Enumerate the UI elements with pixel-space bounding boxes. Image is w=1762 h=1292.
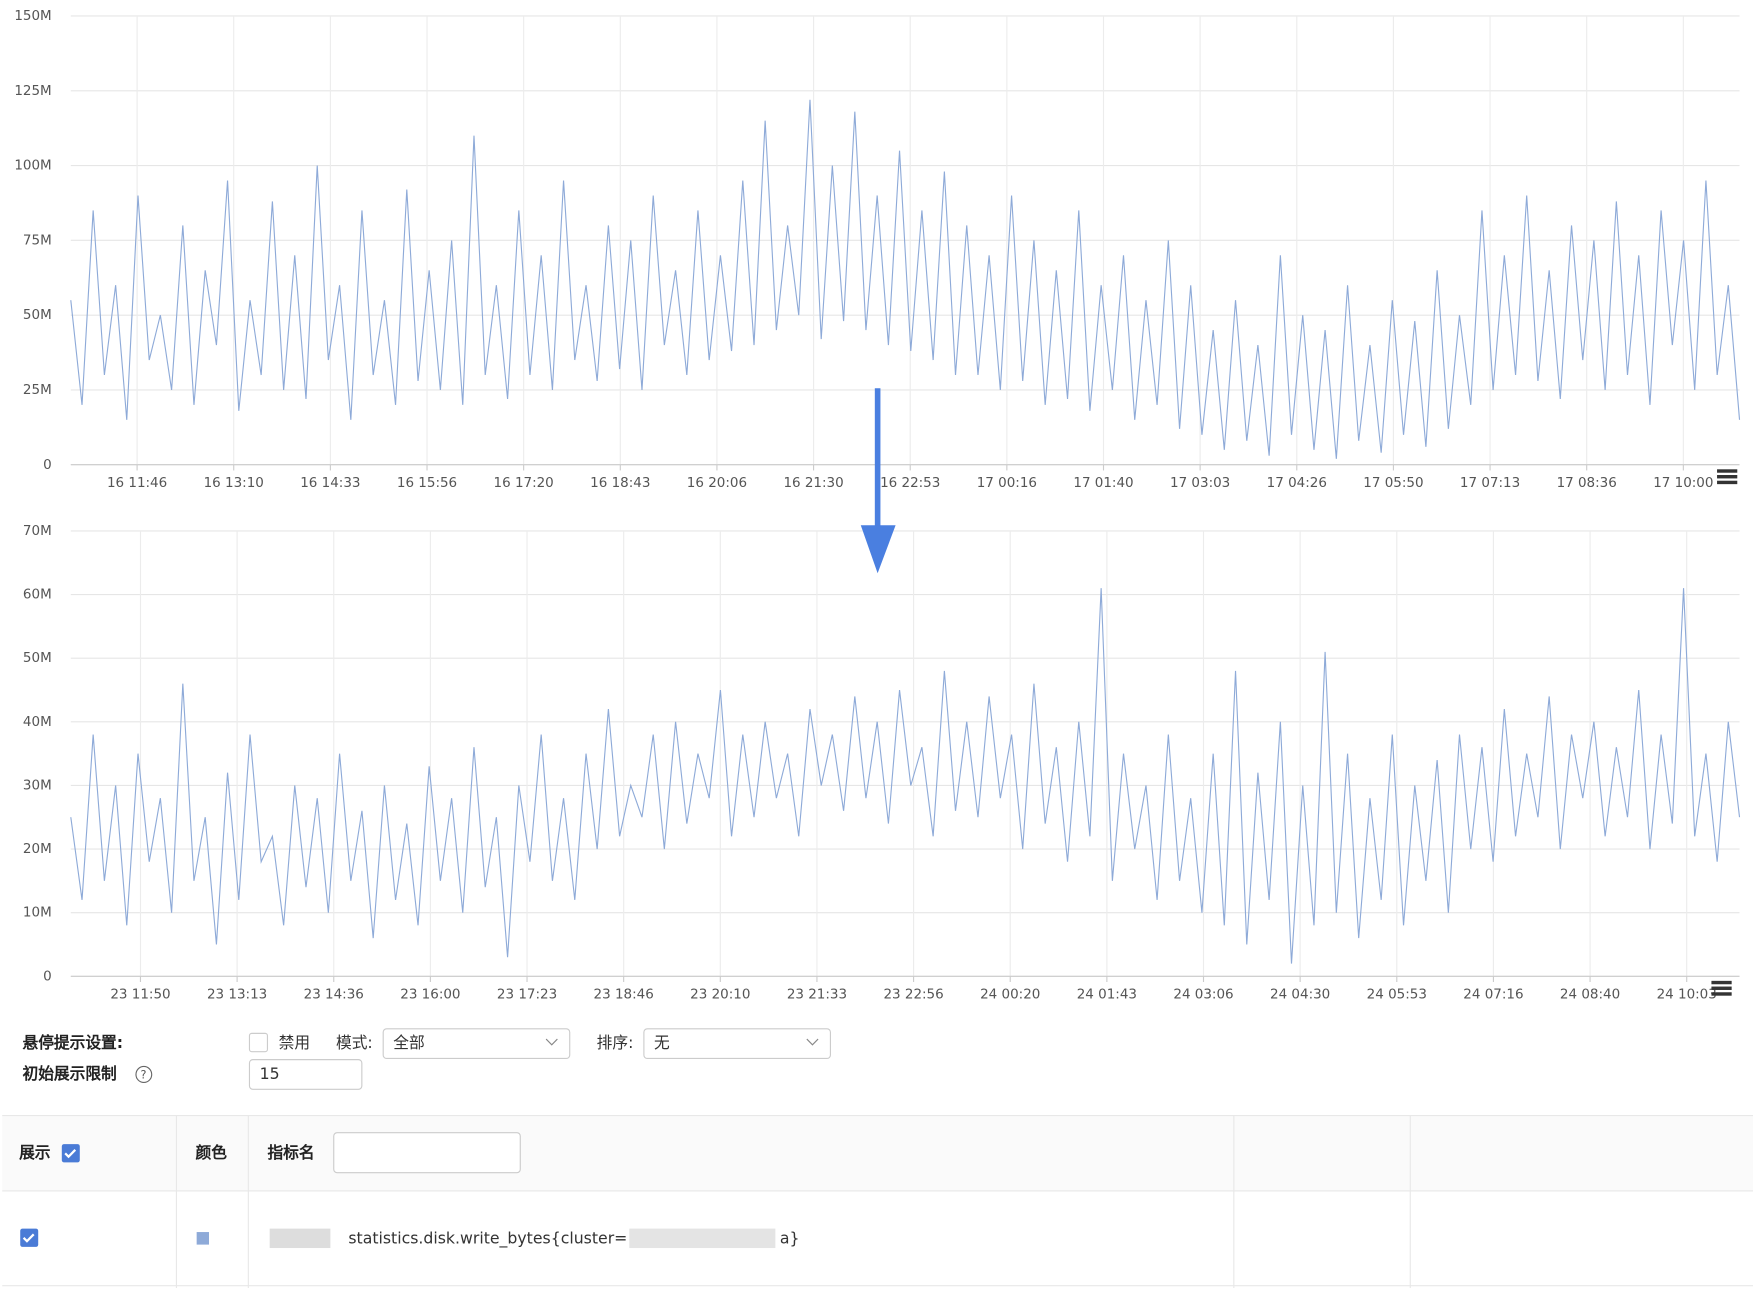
hover-label: 悬停提示设置: (21, 1033, 123, 1052)
menu-icon[interactable] (1717, 469, 1738, 485)
metric-name: statistics.disk.write_bytes{cluster= (348, 1228, 627, 1248)
charts: 0 25M 50M 75M 100M 125M 150M 16 11:46 16 13:10 16… (14, 8, 1741, 1003)
x-tick-label: 23 17:23 (497, 986, 557, 1002)
chevron (545, 1038, 558, 1046)
x-tick-label: 23 22:56 (883, 986, 943, 1002)
x-tick-label: 16 20:06 (687, 475, 747, 491)
y-tick-label: 40M (23, 714, 52, 730)
x-tick-label: 17 07:13 (1460, 475, 1520, 491)
table-header (2, 1115, 1754, 1191)
chevron (806, 1038, 819, 1046)
y-tick-label: 75M (23, 232, 52, 248)
help-icon[interactable] (135, 1065, 153, 1084)
x-tick-label: 16 22:53 (880, 475, 940, 491)
x-tick-label: 17 00:16 (977, 475, 1037, 491)
x-tick-label: 24 03:06 (1173, 986, 1233, 1002)
color-swatch (196, 1232, 210, 1245)
x-tick-label: 24 05:53 (1367, 986, 1427, 1002)
x-tick-label: 24 00:20 (980, 986, 1040, 1002)
x-tick-label: 23 14:36 (304, 986, 364, 1002)
y-tick-label: 150M (14, 8, 51, 24)
y-tick-label: 30M (23, 777, 52, 793)
header-color: 颜色 (196, 1143, 228, 1162)
x-tick-label: 16 21:30 (783, 475, 843, 491)
y-tick-label: 60M (23, 587, 52, 603)
x-tick-label: 24 04:30 (1270, 986, 1330, 1002)
blurred (629, 1228, 776, 1249)
header-show: 展示 (19, 1143, 51, 1162)
x-tick-label: 17 04:26 (1267, 475, 1327, 491)
y-tick-label: 125M (14, 83, 51, 99)
x-tick-label: 16 13:10 (204, 475, 264, 491)
check (22, 1233, 35, 1243)
x-tick-label: 16 18:43 (590, 475, 650, 491)
x-tick-label: 16 15:56 (397, 475, 457, 491)
limit-label: 初始展示限制 (22, 1064, 116, 1083)
x-tick-label: 24 10:03 (1657, 986, 1717, 1002)
menu-icon[interactable] (1711, 980, 1732, 996)
header-metric: 指标名 (267, 1143, 314, 1162)
x-tick-label: 23 18:46 (594, 986, 654, 1002)
x-tick-label: 24 01:43 (1077, 986, 1137, 1002)
x-tick-label: 23 20:10 (690, 986, 750, 1002)
blurred (269, 1228, 331, 1249)
mode-label: 模式: (336, 1033, 373, 1052)
x-tick-label: 17 08:36 (1557, 475, 1617, 491)
x-tick-label: 23 16:00 (400, 986, 460, 1002)
limit-value: 15 (260, 1064, 280, 1083)
y-tick-label: 50M (23, 307, 52, 323)
disable-checkbox[interactable] (248, 1032, 269, 1053)
sort-value: 无 (654, 1033, 670, 1052)
mode-value: 全部 (393, 1033, 424, 1052)
col-borders (175, 1115, 1411, 1288)
x-tick-label: 23 21:33 (787, 986, 847, 1002)
sort-select[interactable] (643, 1028, 831, 1060)
x-tick-label: 24 07:16 (1463, 986, 1523, 1002)
x-tick-label: 23 11:50 (110, 986, 170, 1002)
metric-filter[interactable] (333, 1132, 521, 1174)
series-line (70, 99, 1741, 459)
y-tick-label: 70M (23, 523, 52, 539)
y-tick-label: 100M (14, 158, 51, 174)
x-tick-label: 17 01:40 (1073, 475, 1133, 491)
y-tick-label: 25M (23, 382, 52, 398)
series-line (70, 588, 1741, 964)
x-tick-label: 17 10:00 (1653, 475, 1713, 491)
help-icon-mark: ? (140, 1068, 146, 1082)
sort-label: 排序: (597, 1033, 634, 1052)
x-tick-label: 16 11:46 (107, 475, 167, 491)
x-tick-label: 16 17:20 (494, 475, 554, 491)
y-tick-label: 20M (23, 841, 52, 857)
metric-name-end: a} (780, 1228, 800, 1247)
limit-input[interactable] (248, 1059, 363, 1090)
y-tick-label: 0 (43, 968, 52, 984)
y-tick-label: 10M (23, 905, 52, 921)
mode-select[interactable] (382, 1028, 571, 1060)
check (64, 1149, 77, 1159)
x-tick-label: 17 03:03 (1170, 475, 1230, 491)
x-tick-label: 24 08:40 (1560, 986, 1620, 1002)
x-tick-label: 16 14:33 (300, 475, 360, 491)
y-tick-label: 50M (23, 650, 52, 666)
x-tick-label: 17 05:50 (1363, 475, 1423, 491)
y-tick-label: 0 (43, 457, 52, 473)
disable-label: 禁用 (279, 1033, 310, 1052)
x-tick-label: 23 13:13 (207, 986, 267, 1002)
arrow-head (860, 525, 896, 574)
